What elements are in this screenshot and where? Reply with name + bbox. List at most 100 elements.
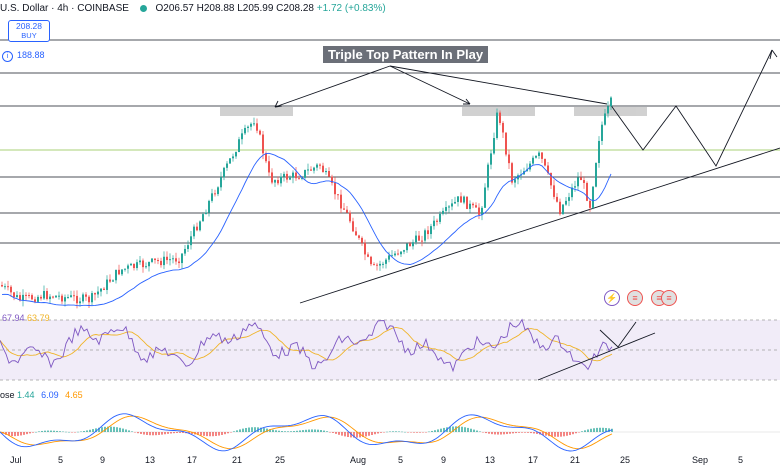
macd-bar (302, 430, 304, 432)
macd-bar (50, 430, 52, 432)
macd-bar (293, 431, 295, 432)
flag-icon[interactable]: ≡ (627, 290, 643, 306)
flag-icon[interactable]: ≡ (661, 290, 677, 306)
candle (259, 130, 261, 135)
macd-bar (593, 428, 595, 432)
macd-bar (356, 432, 358, 438)
macd-bar (167, 432, 169, 434)
buy-button[interactable]: 208.28 BUY (8, 20, 50, 42)
candle (157, 260, 159, 262)
buy-label: BUY (21, 31, 37, 40)
macd-bar (308, 429, 310, 432)
candle (181, 253, 183, 264)
candle (262, 134, 264, 154)
candle (58, 295, 60, 297)
macd-hist-value: 1.44 (17, 390, 35, 400)
macd-bar (410, 432, 412, 433)
macd-bar (500, 432, 502, 435)
candle (496, 112, 498, 139)
macd-bar (437, 429, 439, 432)
macd-bar (44, 430, 46, 432)
candle (112, 280, 114, 282)
macd-bar (434, 430, 436, 432)
candle (199, 221, 201, 231)
macd-bar (86, 430, 88, 432)
macd-bar (524, 432, 526, 433)
candle (589, 200, 591, 208)
macd-bar (119, 427, 121, 432)
macd-bar (209, 432, 211, 437)
macd-bar (158, 432, 160, 435)
lightning-icon[interactable]: ⚡ (604, 290, 620, 306)
macd-bar (68, 431, 70, 433)
macd-bar (74, 432, 76, 433)
candle (574, 186, 576, 188)
candle (64, 297, 66, 302)
macd-bar (311, 429, 313, 432)
macd-bar (464, 427, 466, 432)
macd-bar (281, 431, 283, 432)
candle (580, 177, 582, 181)
macd-bar (323, 430, 325, 432)
macd-bar (569, 432, 571, 436)
macd-bar (479, 431, 481, 432)
macd-bar (113, 426, 115, 432)
candle (136, 262, 138, 269)
macd-bar (344, 432, 346, 437)
candle (130, 263, 132, 266)
candle (244, 127, 246, 134)
candle (346, 209, 348, 213)
macd-bar (536, 432, 538, 434)
candle (22, 294, 24, 301)
macd-bar (275, 430, 277, 432)
macd-bar (200, 432, 202, 436)
macd-bar (377, 432, 379, 434)
macd-bar (206, 432, 208, 437)
macd-bar (251, 427, 253, 432)
macd-bar (56, 430, 58, 432)
macd-bar (218, 432, 220, 436)
candle (583, 180, 585, 183)
x-tick-label: 9 (100, 455, 106, 465)
macd-bar (314, 429, 316, 432)
candle (247, 126, 249, 128)
candle (511, 163, 513, 183)
x-tick-label: 21 (570, 455, 581, 465)
macd-bar (299, 430, 301, 432)
macd-bar (230, 432, 232, 433)
candle (559, 201, 561, 215)
macd-bar (290, 431, 292, 432)
candle (421, 240, 423, 242)
macd-bar (20, 432, 22, 436)
candle (67, 297, 69, 299)
macd-bar (179, 432, 181, 433)
low-value: L205.99 (237, 3, 274, 14)
macd-bar (212, 432, 214, 437)
candle (514, 179, 516, 183)
macd-bar (515, 432, 517, 434)
macd-bar (14, 432, 16, 437)
macd-bar (161, 432, 163, 435)
candle (274, 180, 276, 183)
candle (103, 288, 105, 290)
candle (310, 169, 312, 171)
macd-bar (401, 431, 403, 433)
macd-bar (416, 432, 418, 433)
macd-bar (503, 432, 505, 435)
candle (460, 196, 462, 203)
macd-bar (422, 432, 424, 433)
candle (31, 295, 33, 300)
candle (439, 213, 441, 222)
candle (19, 295, 21, 301)
x-tick-label: 13 (145, 455, 156, 465)
macd-bar (455, 426, 457, 432)
market-status-icon (139, 4, 147, 12)
candle (238, 139, 240, 153)
rsi-line (0, 318, 613, 373)
macd-bar (584, 430, 586, 432)
candle (328, 171, 330, 177)
macd-bar (575, 432, 577, 434)
macd-bar (548, 432, 550, 437)
macd-histogram (0, 426, 613, 438)
x-tick-label: 5 (398, 455, 404, 465)
